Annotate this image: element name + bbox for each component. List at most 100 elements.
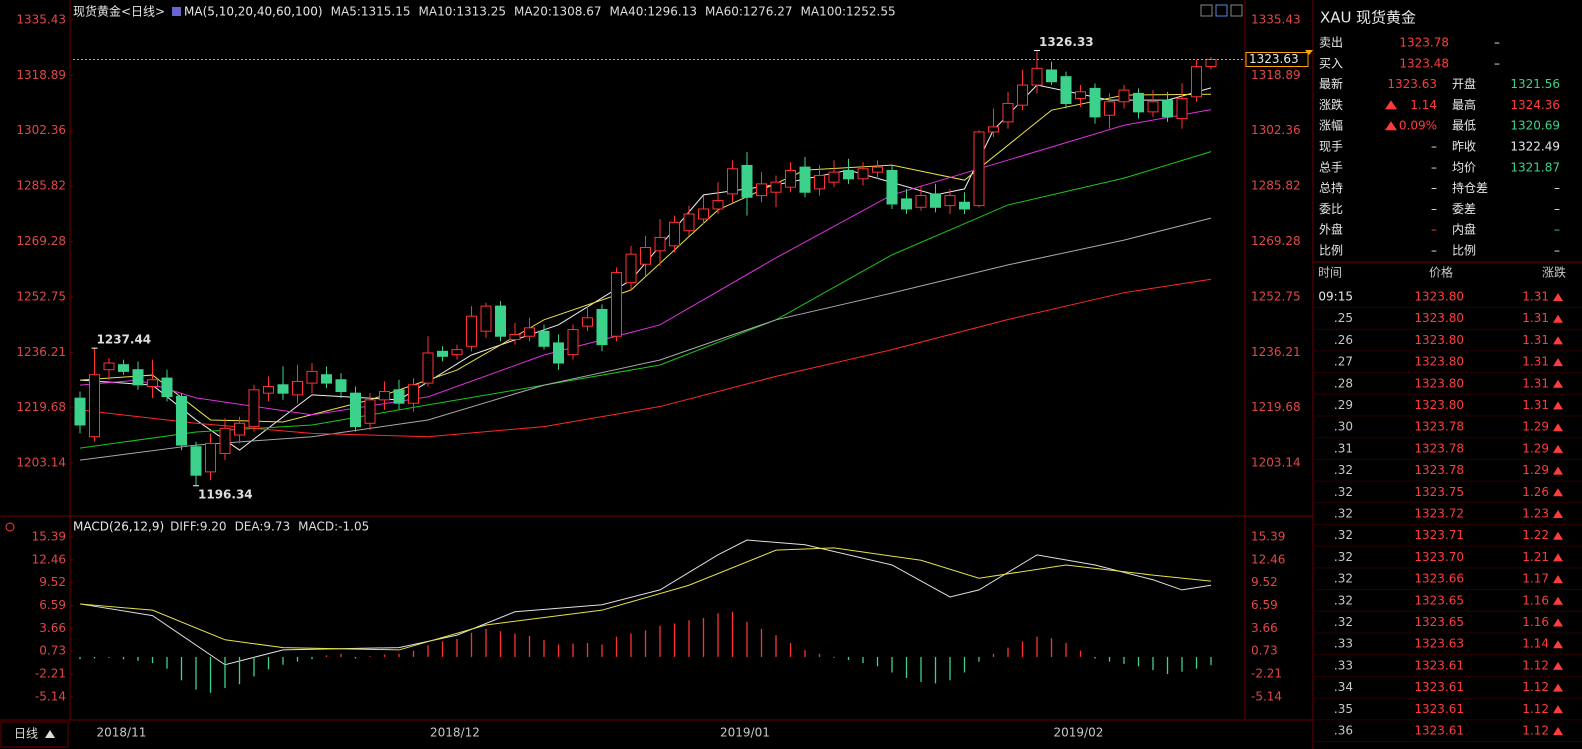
- period-button[interactable]: 日线: [0, 721, 69, 748]
- candle-body: [408, 384, 419, 404]
- up-arrow: [1385, 100, 1397, 110]
- candle-body: [901, 198, 912, 210]
- up-arrow: [1553, 596, 1563, 605]
- price-marker-icon: [1305, 50, 1313, 55]
- quote-cell: 卖出: [1319, 36, 1343, 50]
- quote-cell: 昨收: [1452, 140, 1476, 154]
- trade-change: 1.16: [1522, 593, 1549, 607]
- x-tick-label: 2018/12: [430, 726, 480, 740]
- y-tick-label: 0.73: [39, 644, 66, 658]
- up-arrow: [1553, 379, 1563, 388]
- candle-body: [74, 397, 86, 426]
- y-tick-label-right: 3.66: [1251, 621, 1278, 635]
- candle-body: [915, 195, 927, 208]
- up-arrow: [1553, 705, 1563, 714]
- candle-body: [1133, 92, 1144, 113]
- y-tick-label: 1269.28: [16, 234, 66, 248]
- quote-cell: –: [1554, 181, 1560, 195]
- candle-body: [857, 168, 869, 180]
- candle-body: [176, 396, 187, 446]
- candle-body: [582, 317, 593, 327]
- candle-body: [973, 131, 985, 207]
- icon-button[interactable]: [1200, 4, 1213, 17]
- legend-entry: MA5:1315.15: [331, 5, 411, 19]
- trade-change: 1.31: [1522, 355, 1549, 369]
- quote-cell: 涨跌: [1319, 97, 1343, 112]
- trade-time: .34: [1334, 680, 1353, 694]
- y-tick-label: 1285.82: [16, 179, 66, 193]
- indicator-line: [79, 539, 1212, 666]
- candle-body: [640, 246, 651, 265]
- candle-body: [1176, 97, 1188, 120]
- candle-body: [306, 370, 318, 384]
- candle-body: [422, 352, 434, 384]
- candle-body: [1046, 69, 1057, 83]
- icon-button[interactable]: [1215, 4, 1228, 17]
- quote-cell: –: [1431, 181, 1437, 195]
- y-tick-label: -2.21: [35, 667, 66, 681]
- trade-time: .29: [1334, 398, 1353, 412]
- trade-time: .32: [1334, 485, 1353, 499]
- y-tick-label: 1236.21: [16, 345, 66, 359]
- trade-change: 1.29: [1522, 420, 1549, 434]
- trade-price: 1323.78: [1414, 463, 1464, 477]
- period-arrow[interactable]: [45, 730, 55, 738]
- candle-body: [364, 399, 376, 424]
- candle-body: [277, 384, 289, 394]
- y-tick-label: 6.59: [39, 598, 66, 612]
- candle-body: [611, 272, 622, 337]
- candle-body: [234, 422, 245, 436]
- y-tick-label: 1335.43: [16, 12, 66, 26]
- annotation: 1237.44: [97, 333, 152, 347]
- quote-cell: 1.14: [1410, 98, 1437, 112]
- trade-time: .28: [1334, 376, 1353, 390]
- toolbar-icons[interactable]: [1200, 4, 1243, 17]
- up-arrow: [1385, 121, 1397, 131]
- legend-entry: MA40:1296.13: [610, 5, 698, 19]
- period-label[interactable]: 日线: [14, 727, 38, 741]
- y-tick-label-right: 1269.28: [1251, 234, 1301, 248]
- candle-body: [480, 305, 492, 332]
- trade-price: 1323.78: [1414, 441, 1464, 455]
- icon-button[interactable]: [1230, 4, 1243, 17]
- trade-price: 1323.71: [1414, 528, 1464, 542]
- quote-cell: 1321.56: [1510, 77, 1560, 91]
- x-tick-label: 2019/01: [720, 726, 770, 740]
- trade-change: 1.31: [1522, 398, 1549, 412]
- trade-time: .35: [1334, 702, 1353, 716]
- annotation: 1196.34: [198, 487, 253, 501]
- legend-entry: MACD:-1.05: [298, 520, 369, 534]
- candle-body: [785, 169, 796, 188]
- trade-time: .32: [1334, 528, 1353, 542]
- quote-cell: 1322.49: [1510, 140, 1560, 154]
- y-tick-label-right: 1236.21: [1251, 345, 1301, 359]
- trade-time: .26: [1334, 333, 1353, 347]
- legend-entry: MA10:1313.25: [419, 5, 507, 19]
- candle-body: [1031, 67, 1043, 86]
- trades-header: 价格: [1429, 265, 1453, 280]
- candle-body: [1060, 76, 1072, 104]
- trade-price: 1323.75: [1414, 485, 1464, 499]
- trade-price: 1323.61: [1414, 702, 1464, 716]
- quote-cell: 现手: [1319, 140, 1343, 154]
- up-arrow: [1553, 293, 1563, 301]
- up-arrow: [1553, 640, 1563, 649]
- candle-body: [132, 369, 144, 386]
- candle-body: [944, 195, 956, 207]
- trade-change: 1.31: [1522, 311, 1549, 325]
- y-tick-label-right: 15.39: [1251, 529, 1285, 543]
- trade-change: 1.17: [1522, 572, 1549, 586]
- candle-body: [103, 362, 115, 371]
- trade-change: 1.12: [1522, 702, 1549, 716]
- candle-body: [248, 389, 260, 428]
- candle-body: [1118, 89, 1130, 103]
- up-arrow: [1553, 531, 1563, 540]
- quote-cell: 委差: [1452, 202, 1476, 216]
- quote-cell: 总持: [1319, 180, 1343, 195]
- candle-body: [1089, 87, 1101, 118]
- trade-price: 1323.61: [1414, 680, 1464, 694]
- up-arrow: [1553, 314, 1563, 323]
- period-button-frame[interactable]: [0, 721, 69, 748]
- trade-time: .30: [1334, 420, 1353, 434]
- symbol: XAU: [1320, 9, 1352, 27]
